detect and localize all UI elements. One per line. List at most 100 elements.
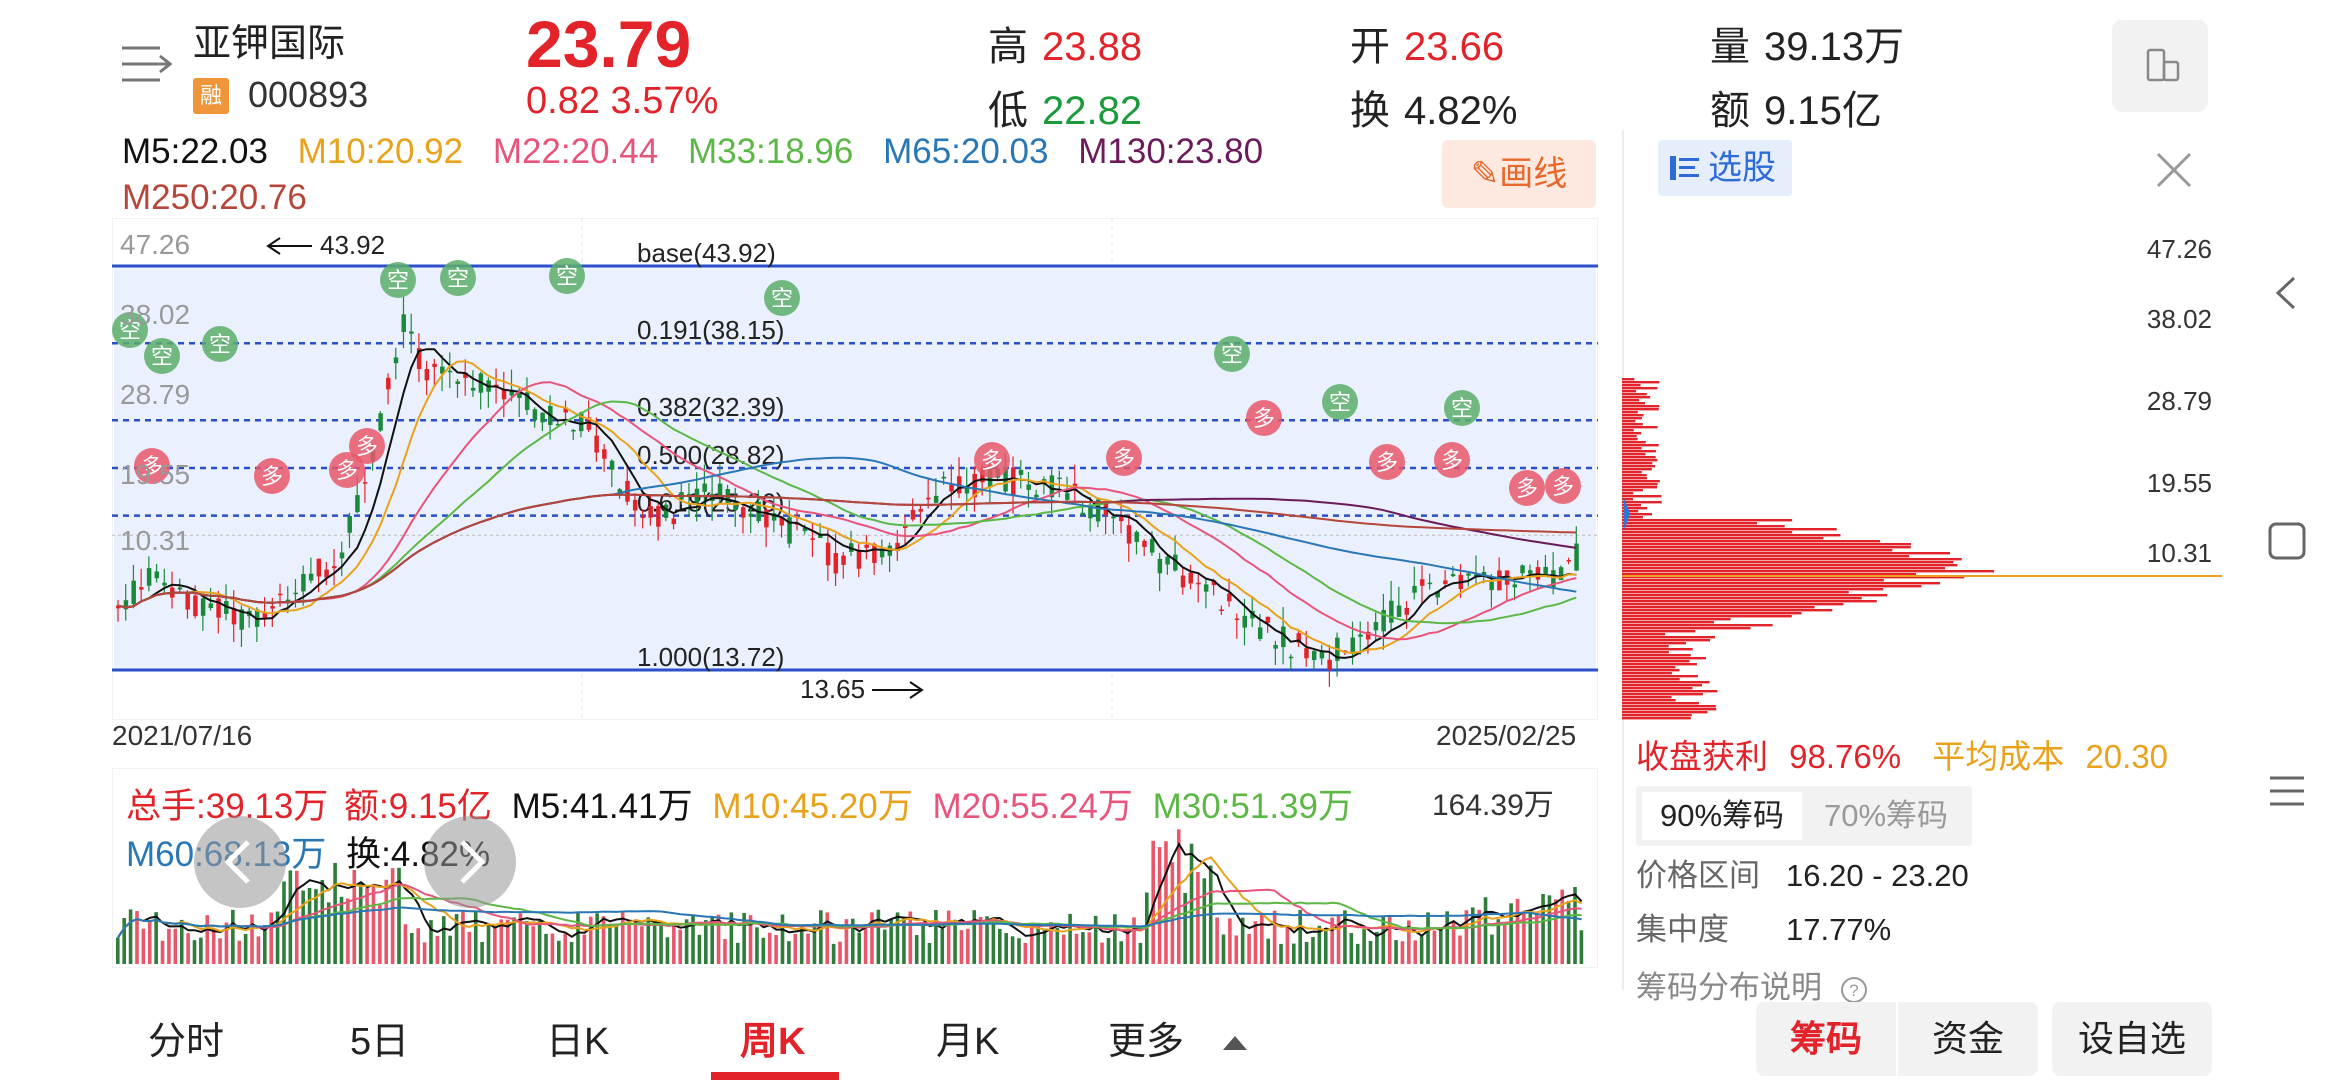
ma-legend-row2: M250:20.76: [122, 178, 327, 218]
sell-marker: [144, 338, 180, 374]
tab-daily-k[interactable]: 日K: [546, 1021, 610, 1063]
tab-weekly-k[interactable]: 周K: [740, 1021, 806, 1063]
home-icon[interactable]: [2262, 516, 2312, 566]
svg-text:空: 空: [1329, 391, 1351, 416]
low-annotation: 13.65: [800, 674, 865, 704]
svg-text:空: 空: [447, 267, 469, 292]
fund-button[interactable]: 资金: [1898, 1002, 2038, 1076]
tab-intraday[interactable]: 分时: [148, 1021, 225, 1063]
buy-marker: [1434, 442, 1470, 478]
svg-text:多: 多: [1253, 407, 1275, 432]
chip-y-label: 28.79: [2147, 386, 2212, 416]
ma10-label: M10:20.92: [297, 132, 464, 171]
menu-icon[interactable]: [120, 42, 172, 86]
volume-max-label: 164.39万: [1432, 789, 1554, 822]
svg-text:多: 多: [261, 465, 283, 490]
chip-explain-link[interactable]: 筹码分布说明 ?: [1636, 962, 1869, 1007]
svg-text:?: ?: [1849, 981, 1858, 1000]
tab-chip-90[interactable]: 90%筹码: [1642, 792, 1802, 840]
date-start: 2021/07/16: [112, 720, 253, 751]
svg-text:空: 空: [151, 345, 173, 370]
tab-monthly-k[interactable]: 月K: [936, 1021, 1000, 1063]
rotate-screen-button[interactable]: [2112, 20, 2208, 112]
buy-marker: [974, 442, 1010, 478]
profit-row: 收盘获利 98.76% 平均成本 20.30: [1636, 738, 2169, 775]
phone-rotate-icon: [2146, 48, 2180, 82]
svg-text:空: 空: [209, 333, 231, 358]
svg-text:多: 多: [981, 449, 1003, 474]
buy-marker: [1246, 400, 1282, 436]
buy-marker: [1509, 470, 1545, 506]
tab-5day[interactable]: 5日: [350, 1021, 410, 1063]
fib-label: 0.191(38.15): [637, 315, 784, 345]
svg-text:多: 多: [1552, 475, 1574, 500]
stock-code: 000893: [248, 74, 369, 115]
buy-marker: [134, 448, 170, 484]
prev-button[interactable]: [194, 816, 286, 908]
fib-label: 0.382(32.39): [637, 392, 784, 422]
price-change: 0.82 3.57%: [526, 80, 719, 122]
chip-y-label: 10.31: [2147, 538, 2212, 568]
y-axis-label: 38.02: [120, 299, 190, 330]
concentration-row: 集中度 17.77%: [1636, 912, 1892, 947]
svg-text:多: 多: [1516, 477, 1538, 502]
ma22-label: M22:20.44: [492, 132, 659, 171]
buy-marker: [1106, 440, 1142, 476]
sell-marker: [549, 258, 585, 294]
tab-more[interactable]: 更多: [1108, 1010, 1249, 1065]
stat-low: 低 22.82: [988, 89, 1143, 133]
chevron-right-icon: [460, 840, 486, 884]
sell-marker: [1444, 390, 1480, 426]
vol-m10: M10:45.20万: [712, 787, 913, 826]
stock-name: 亚钾国际: [193, 23, 346, 65]
stat-open: 开 23.66: [1350, 25, 1505, 69]
stat-turnover: 换 4.82%: [1350, 89, 1518, 133]
chip-button[interactable]: 筹码: [1756, 1002, 1896, 1076]
price-range-row: 价格区间 16.20 - 23.20: [1636, 858, 1969, 893]
draw-line-button[interactable]: ✎画线: [1442, 140, 1596, 208]
add-watchlist-button[interactable]: 设自选: [2052, 1002, 2212, 1076]
sell-marker: [1322, 384, 1358, 420]
date-end: 2025/02/25: [1436, 720, 1577, 751]
sell-marker: [440, 260, 476, 296]
kline-chart[interactable]: base(43.92)0.191(38.15)0.382(32.39)0.500…: [112, 218, 1598, 720]
chip-y-label: 47.26: [2147, 234, 2212, 264]
tab-chip-70[interactable]: 70%筹码: [1823, 798, 1949, 833]
pencil-icon: ✎: [1470, 155, 1500, 193]
chip-y-label: 19.55: [2147, 468, 2212, 498]
y-axis-label: 19.55: [120, 459, 190, 490]
next-button[interactable]: [424, 816, 516, 908]
recents-icon[interactable]: [2262, 766, 2312, 816]
sell-marker: [380, 262, 416, 298]
volume-chart[interactable]: [112, 768, 1598, 968]
svg-text:空: 空: [771, 287, 793, 312]
ma130-label: M130:23.80: [1078, 132, 1264, 171]
close-icon[interactable]: [2152, 148, 2196, 192]
fib-label: 1.000(13.72): [637, 642, 784, 672]
vol-m20: M20:55.24万: [932, 787, 1133, 826]
stat-high: 高 23.88: [988, 25, 1143, 69]
svg-text:多: 多: [1441, 449, 1463, 474]
chip-distribution-chart: 47.26 38.02 28.79 19.55 10.31: [1622, 234, 2222, 720]
svg-text:空: 空: [1451, 397, 1473, 422]
sell-marker: [112, 312, 148, 348]
back-icon[interactable]: [2262, 268, 2312, 318]
ma250-label: M250:20.76: [122, 178, 307, 217]
buy-marker: [1545, 468, 1581, 504]
bottom-action-group: 筹码 资金 设自选: [1756, 1002, 2212, 1076]
ma5-label: M5:22.03: [122, 132, 268, 171]
volume-legend: 总手:39.13万 额:9.15亿 M5:41.41万 M10:45.20万 M…: [126, 778, 1353, 829]
y-axis-label: 47.26: [120, 229, 190, 260]
sell-marker: [202, 326, 238, 362]
sell-marker: [764, 280, 800, 316]
buy-marker: [1369, 444, 1405, 480]
ma33-label: M33:18.96: [687, 132, 854, 171]
svg-text:空: 空: [387, 269, 409, 294]
chip-y-label: 38.02: [2147, 304, 2212, 334]
current-price: 23.79: [526, 7, 692, 81]
stat-amount: 额 9.15亿: [1710, 89, 1882, 133]
vol-m30: M30:51.39万: [1152, 787, 1353, 826]
svg-text:多: 多: [141, 455, 163, 480]
stock-picker-button[interactable]: 选股: [1658, 140, 1792, 196]
list-icon: [1670, 156, 1699, 180]
